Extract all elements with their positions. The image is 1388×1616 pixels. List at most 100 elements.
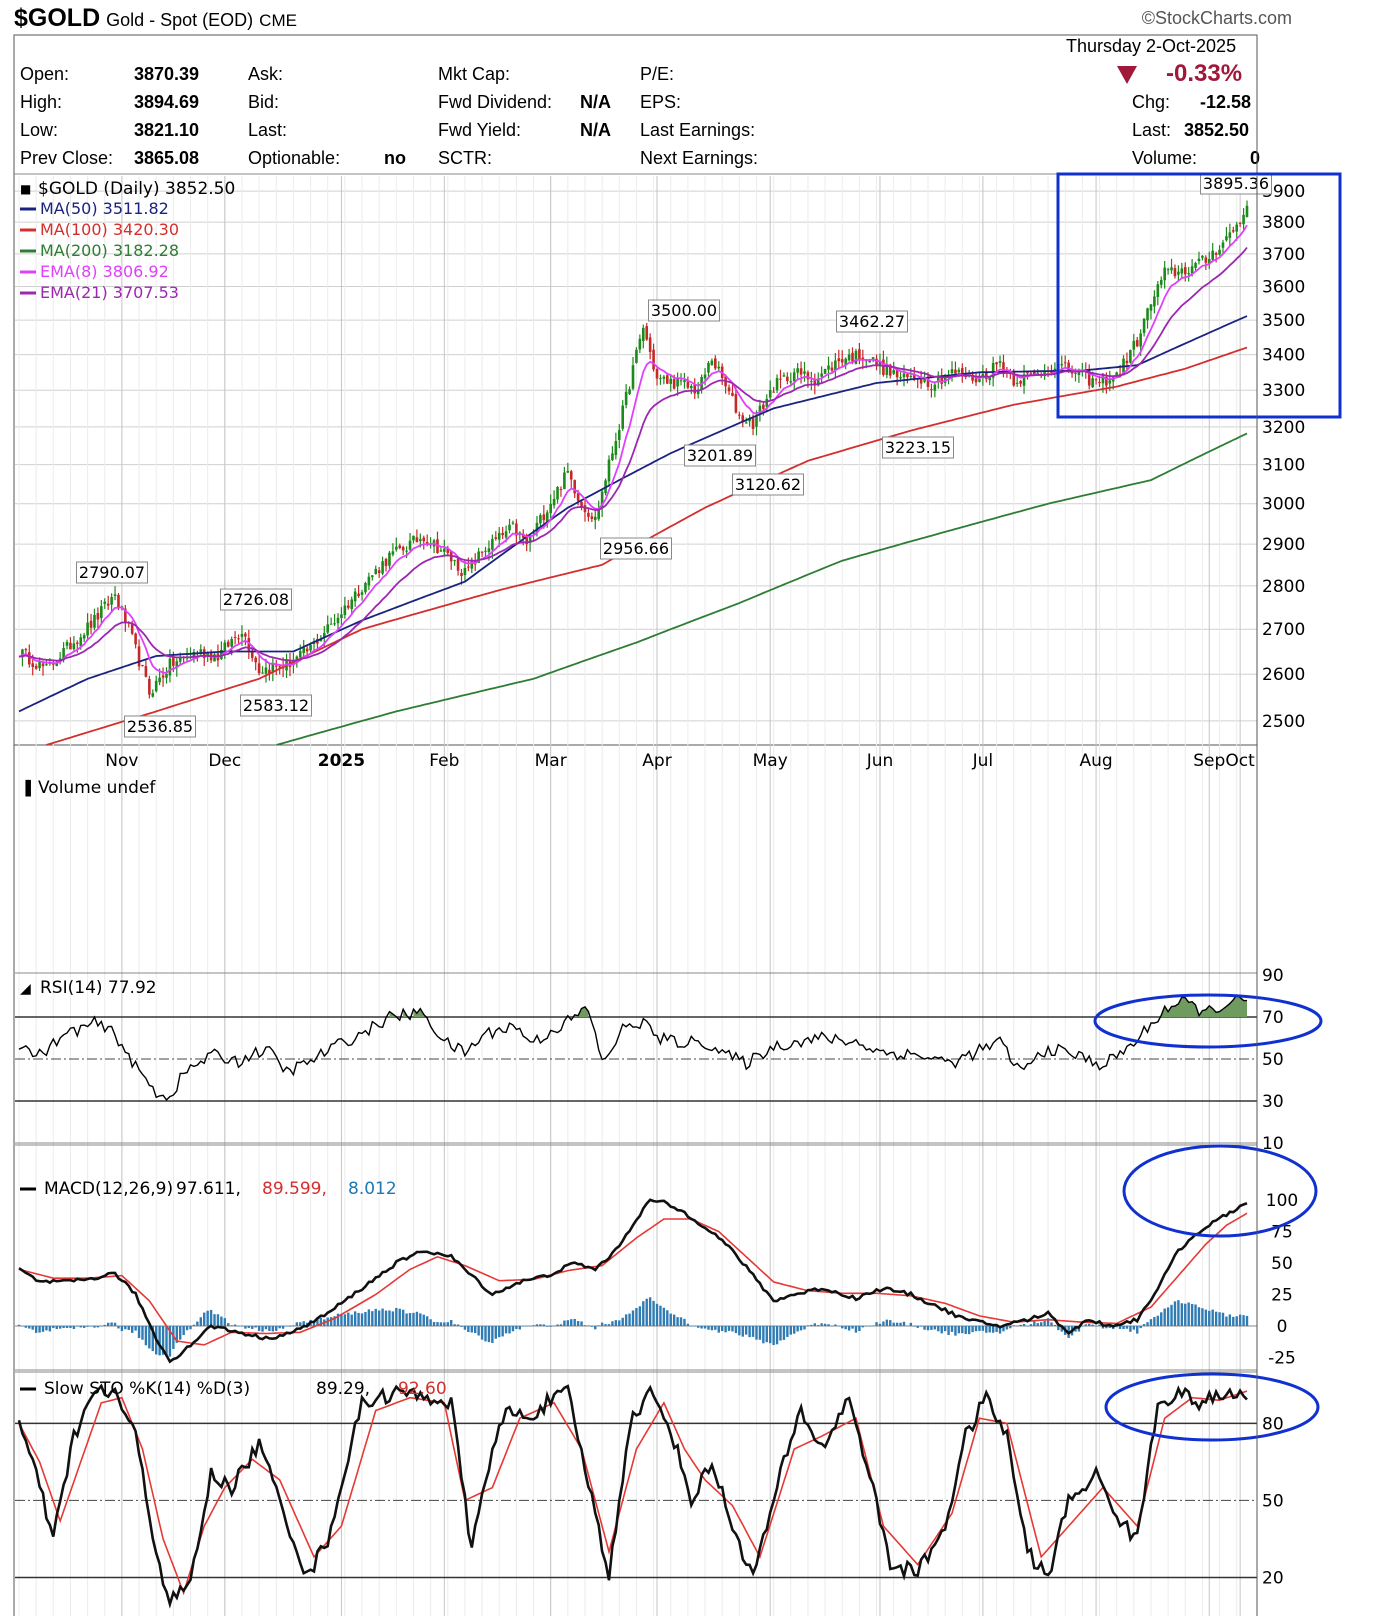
macd-histogram-bar bbox=[690, 1325, 693, 1327]
candle-body bbox=[343, 605, 347, 616]
macd-histogram-bar bbox=[21, 1325, 24, 1327]
chg-label: Chg: bbox=[1132, 92, 1171, 112]
macd-histogram-bar bbox=[573, 1318, 576, 1326]
x-tick-label: Jul bbox=[972, 751, 994, 771]
candle-body bbox=[954, 369, 957, 374]
price-y-tick-label: 2600 bbox=[1262, 665, 1305, 685]
candle-body bbox=[340, 614, 343, 619]
candle-body bbox=[583, 505, 587, 513]
candle-body bbox=[1231, 230, 1235, 232]
candle-body bbox=[439, 550, 443, 552]
candle-body bbox=[360, 592, 364, 595]
candle-body bbox=[662, 376, 666, 379]
price-y-tick-label: 2900 bbox=[1262, 535, 1305, 555]
volume-panel-title: Volume undef bbox=[38, 778, 156, 798]
macd-histogram-bar bbox=[1015, 1325, 1019, 1327]
macd-histogram-bar bbox=[806, 1325, 810, 1326]
macd-histogram-bar bbox=[408, 1313, 412, 1326]
candle-body bbox=[985, 372, 988, 380]
candle-body bbox=[206, 653, 209, 656]
macd-histogram-bar bbox=[86, 1325, 89, 1327]
candle-body bbox=[806, 372, 810, 380]
candle-body bbox=[1132, 340, 1136, 350]
rsi-y-tick-label: 70 bbox=[1262, 1008, 1284, 1028]
candle-body bbox=[148, 678, 151, 695]
macd-histogram-bar bbox=[1187, 1302, 1190, 1326]
macd-histogram-bar bbox=[182, 1325, 185, 1336]
macd-histogram-bar bbox=[933, 1325, 937, 1330]
candle-body bbox=[65, 641, 69, 646]
candle-body bbox=[1129, 349, 1132, 363]
macd-histogram-bar bbox=[967, 1325, 971, 1335]
candle-body bbox=[727, 387, 731, 392]
sto-y-tick-label: 50 bbox=[1262, 1491, 1284, 1511]
macd-histogram-bar bbox=[347, 1312, 350, 1326]
macd-histogram-bar bbox=[168, 1325, 172, 1357]
macd-histogram-bar bbox=[281, 1325, 285, 1329]
macd-histogram-bar bbox=[333, 1316, 336, 1326]
candle-body bbox=[1166, 269, 1170, 271]
brand-link[interactable]: ©StockCharts.com bbox=[1141, 8, 1292, 28]
macd-histogram-bar bbox=[1208, 1310, 1211, 1326]
candle-body bbox=[415, 537, 419, 543]
macd-histogram-bar bbox=[230, 1325, 233, 1326]
candle-body bbox=[614, 440, 618, 456]
macd-histogram-bar bbox=[528, 1325, 532, 1327]
macd-histogram-bar bbox=[998, 1325, 1002, 1334]
candle-body bbox=[840, 359, 844, 363]
rsi-y-tick-label: 50 bbox=[1262, 1050, 1284, 1070]
macd-histogram-bar bbox=[130, 1325, 134, 1333]
candle-body bbox=[484, 550, 487, 552]
candle-body bbox=[223, 642, 227, 651]
macd-histogram-bar bbox=[648, 1297, 652, 1326]
macd-histogram-bar bbox=[995, 1325, 998, 1332]
candle-body bbox=[676, 378, 679, 387]
macd-histogram-bar bbox=[662, 1307, 666, 1326]
macd-histogram-bar bbox=[714, 1325, 717, 1330]
macd-histogram-bar bbox=[1057, 1325, 1060, 1331]
macd-histogram-bar bbox=[340, 1314, 343, 1326]
candle-body bbox=[751, 418, 755, 429]
candle-body bbox=[453, 560, 456, 562]
macd-histogram-bar bbox=[1029, 1324, 1033, 1326]
candle-body bbox=[494, 537, 498, 539]
candle-body bbox=[401, 546, 405, 551]
candle-body bbox=[1218, 249, 1221, 255]
candle-body bbox=[1029, 373, 1033, 375]
macd-histogram-bar bbox=[720, 1325, 724, 1332]
candle-body bbox=[696, 389, 700, 395]
chart-heading: $GOLD Gold - Spot (EOD) CME bbox=[14, 4, 297, 32]
candle-body bbox=[738, 414, 741, 416]
candle-body bbox=[549, 504, 552, 514]
candle-body bbox=[525, 536, 528, 545]
candle-body bbox=[69, 642, 72, 650]
candle-body bbox=[971, 374, 974, 381]
annotation-box bbox=[600, 537, 672, 560]
macd-histogram-bar bbox=[148, 1325, 151, 1349]
candle-body bbox=[587, 512, 590, 517]
candle-body bbox=[477, 551, 480, 563]
macd-histogram-bar bbox=[1136, 1325, 1139, 1334]
candle-body bbox=[309, 644, 312, 651]
candle-body bbox=[611, 453, 614, 461]
candle-body bbox=[796, 368, 799, 373]
candle-body bbox=[346, 605, 350, 608]
macd-histogram-bar bbox=[1091, 1324, 1094, 1326]
candle-body bbox=[703, 374, 707, 379]
macd-histogram-bar bbox=[278, 1325, 281, 1329]
macd-histogram-bar bbox=[762, 1325, 765, 1344]
macd-histogram-bar bbox=[710, 1325, 714, 1331]
macd-histogram-bar bbox=[480, 1325, 484, 1340]
sctr-label: SCTR: bbox=[438, 148, 492, 168]
macd-histogram-bar bbox=[683, 1318, 686, 1326]
macd-histogram-bar bbox=[484, 1325, 487, 1342]
macd-histogram-bar bbox=[158, 1325, 161, 1356]
candle-body bbox=[768, 390, 772, 398]
candle-body bbox=[1115, 372, 1118, 377]
candle-body bbox=[521, 533, 525, 538]
last-right-value: 3852.50 bbox=[1184, 120, 1250, 140]
candle-body bbox=[72, 643, 76, 650]
candle-body bbox=[79, 637, 83, 647]
macd-histogram-bar bbox=[110, 1322, 113, 1326]
candle-body bbox=[666, 375, 669, 384]
